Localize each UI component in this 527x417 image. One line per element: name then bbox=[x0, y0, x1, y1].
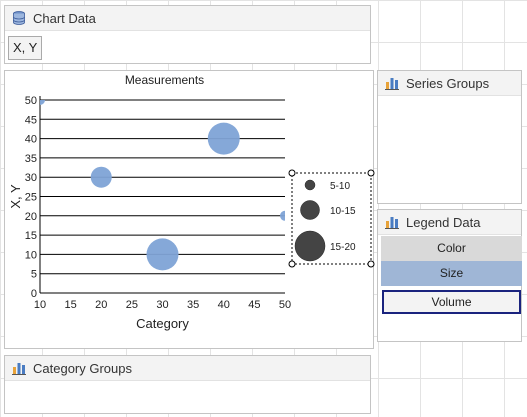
database-icon bbox=[13, 11, 25, 25]
series-groups-header: Series Groups bbox=[378, 71, 521, 96]
y-tick-label: 10 bbox=[25, 249, 37, 261]
y-tick-label: 30 bbox=[25, 172, 37, 184]
series-groups-panel: Series Groups bbox=[377, 70, 522, 204]
series-groups-title: Series Groups bbox=[406, 75, 490, 91]
y-tick-label: 35 bbox=[25, 153, 37, 165]
x-tick-label: 40 bbox=[218, 299, 230, 311]
legend-label: 5-10 bbox=[330, 181, 350, 192]
x-tick-label: 45 bbox=[248, 299, 260, 311]
legend-label: 10-15 bbox=[330, 206, 356, 217]
bubble-point bbox=[90, 166, 112, 188]
legend-label: 15-20 bbox=[330, 242, 356, 253]
bubble-point bbox=[280, 210, 285, 221]
x-tick-label: 10 bbox=[34, 299, 46, 311]
legend-data-panel: Legend Data Color Size Volume bbox=[377, 209, 522, 342]
category-groups-title: Category Groups bbox=[33, 360, 132, 376]
bubble-point bbox=[146, 238, 179, 271]
legend-data-title: Legend Data bbox=[406, 214, 481, 230]
selection-handle bbox=[367, 260, 375, 268]
y-tick-label: 15 bbox=[25, 230, 37, 242]
y-tick-label: 20 bbox=[25, 211, 37, 223]
x-tick-label: 30 bbox=[156, 299, 168, 311]
x-axis-title: Category bbox=[136, 316, 189, 331]
bubble-chart: Measurements 0 5 10 15 20 25 30 35 40 45 50 10 15 20 25… bbox=[8, 73, 375, 331]
x-tick-label: 25 bbox=[126, 299, 138, 311]
category-groups-header: Category Groups bbox=[5, 356, 370, 381]
legend-bubble bbox=[294, 230, 326, 262]
legend-data-header: Legend Data bbox=[378, 210, 521, 235]
selection-handle bbox=[367, 169, 375, 177]
x-tick-label: 50 bbox=[279, 299, 291, 311]
bubble-point bbox=[40, 100, 45, 105]
y-tick-label: 45 bbox=[25, 114, 37, 126]
chart-area[interactable]: Measurements 0 5 10 15 20 25 30 35 40 45 50 10 15 20 25… bbox=[4, 70, 375, 349]
x-y-field-chip[interactable]: X, Y bbox=[8, 36, 43, 60]
selection-handle bbox=[288, 169, 296, 177]
y-tick-label: 0 bbox=[31, 288, 37, 300]
bar-chart-icon bbox=[385, 78, 399, 90]
chart-title: Measurements bbox=[125, 73, 204, 87]
x-tick-label: 15 bbox=[65, 299, 77, 311]
y-tick-label: 40 bbox=[25, 134, 37, 146]
y-axis-title: X, Y bbox=[8, 184, 23, 209]
y-tick-label: 5 bbox=[31, 269, 37, 281]
legend-item-color[interactable]: Color bbox=[381, 236, 522, 261]
x-tick-label: 20 bbox=[95, 299, 107, 311]
chart-data-title: Chart Data bbox=[33, 10, 96, 26]
bubble-point bbox=[207, 122, 240, 155]
legend-item-size[interactable]: Size bbox=[381, 261, 522, 286]
y-tick-label: 50 bbox=[25, 95, 37, 107]
selection-handle bbox=[288, 260, 296, 268]
category-groups-panel: Category Groups bbox=[4, 355, 371, 414]
bar-chart-icon bbox=[12, 363, 26, 375]
bar-chart-icon bbox=[385, 217, 399, 229]
legend-bubble bbox=[304, 179, 316, 191]
chart-data-panel: Chart Data X, Y bbox=[4, 5, 371, 64]
legend-selection-frame bbox=[291, 172, 372, 265]
legend-bubble bbox=[300, 200, 320, 220]
y-tick-label: 25 bbox=[25, 192, 37, 204]
chart-data-header: Chart Data bbox=[5, 6, 370, 31]
legend-item-volume[interactable]: Volume bbox=[382, 290, 521, 314]
x-tick-label: 35 bbox=[187, 299, 199, 311]
